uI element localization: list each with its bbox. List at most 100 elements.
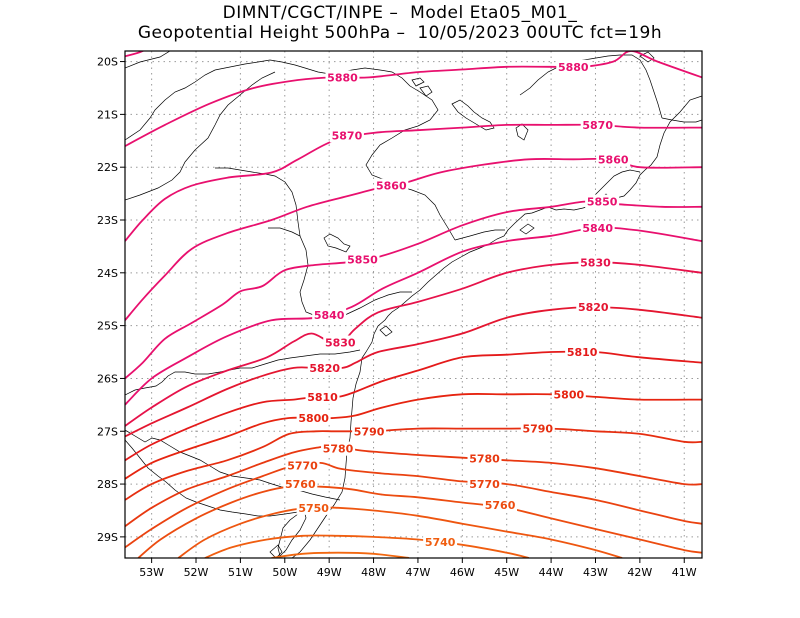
contour-label-bg [551,387,586,402]
contour-label-5790: 5790 [522,423,553,436]
contour-label-5810: 5810 [307,391,338,404]
contour-label-5870: 5870 [582,119,613,132]
contour-label-bg [329,128,364,143]
contour-label-5760: 5760 [485,499,516,512]
tick-label-lon: 43W [583,566,608,579]
tick-label-lat: 20S [97,56,118,69]
contour-label-5860: 5860 [598,153,629,166]
contour-label-bg [296,500,331,515]
contour-5880 [125,51,702,147]
contour-label-bg [565,345,600,360]
reservoir [419,85,433,97]
tick-label-lon: 42W [627,566,652,579]
contour-label-bg [305,389,340,404]
reservoir [323,233,351,253]
tick-label-lon: 46W [450,566,475,579]
contour-label-bg [580,117,615,132]
contour-label-5880: 5880 [327,71,358,84]
chart-subtitle: Geopotential Height 500hPa – 10/05/2023 … [137,23,663,43]
contour-label-bg [321,441,356,456]
lagoa-dos-patos [269,544,283,558]
coastline-and-borders [125,51,702,558]
state-border [125,51,171,69]
contour-5750 [177,506,623,558]
contour-5890 [125,51,145,58]
tick-label-lat: 26S [97,372,118,385]
contour-label-5790: 5790 [354,425,385,438]
tick-label-lat: 28S [97,478,118,491]
contour-label-bg [580,220,615,235]
contour-label-5820: 5820 [578,301,609,314]
contour-label-bg [345,252,380,267]
contour-5740 [204,534,530,558]
contour-label-5810: 5810 [567,346,598,359]
contour-label-5800: 5800 [298,412,329,425]
tick-label-lon: 52W [184,566,209,579]
contour-label-5850: 5850 [347,254,378,267]
contour-label-bg [578,255,613,270]
contour-label-bg [585,194,620,209]
contour-label-bg [325,70,360,85]
tick-label-lon: 45W [494,566,519,579]
contour-label-bg [352,424,387,439]
contour-label-bg [307,360,342,375]
tick-label-lon: 53W [139,566,164,579]
reservoir [639,51,655,63]
contour-label-5770: 5770 [469,478,500,491]
contour-label-bg [374,178,409,193]
contour-5730 [271,551,410,558]
contour-label-bg [285,458,320,473]
lagoa-dos-patos [277,509,307,557]
tick-label-lon: 44W [539,566,564,579]
tick-label-lon: 48W [361,566,386,579]
tick-label-lon: 50W [272,566,297,579]
tick-label-lat: 22S [97,161,118,174]
contour-label-5820: 5820 [309,362,340,375]
state-border [519,54,663,119]
contour-label-bg [520,421,555,436]
contour-label-bg [483,498,518,513]
coast-inlet [519,223,535,235]
contour-label-5850: 5850 [587,196,618,209]
contour-5810 [125,350,702,462]
state-border [125,71,276,201]
state-border [268,227,412,319]
contour-label-5780: 5780 [469,453,500,466]
tick-label-lat: 24S [97,267,118,280]
tick-label-lat: 23S [97,214,118,227]
contour-label-5740: 5740 [425,536,456,549]
contour-5820 [125,306,702,438]
contour-label-bg [576,300,611,315]
tick-label-lat: 25S [97,320,118,333]
reservoir [411,77,425,87]
contour-label-5840: 5840 [314,309,345,322]
contour-label-bg [596,152,631,167]
contour-label-bg [312,308,347,323]
tick-label-lat: 27S [97,425,118,438]
state-border [125,59,411,141]
state-border [365,85,456,241]
contour-5760 [137,485,702,558]
contour-label-bg [283,477,318,492]
contour-label-5800: 5800 [554,388,585,401]
contour-label-bg [323,335,358,350]
contour-label-5830: 5830 [325,337,356,350]
axis-ticks: 53W 52W 51W 50W 49W 48W 47W 46W 45W 44W 43W 42W 41W 2… [97,56,697,579]
tick-label-lon: 49W [317,566,342,579]
contour-label-5880: 5880 [558,61,589,74]
graticule [125,51,702,558]
plot-frame [124,50,703,559]
state-border [661,117,702,123]
contour-label-bg [296,411,331,426]
contour-label-bg [467,477,502,492]
contour-label-bg [423,535,458,550]
contour-5780 [125,443,702,528]
contour-5770 [125,461,702,549]
tick-label-lat: 29S [97,531,118,544]
tick-label-lon: 51W [228,566,253,579]
state-border [454,229,505,241]
contour-label-5750: 5750 [298,502,329,515]
chart-title: DIMNT/CGCT/INPE – Model Eta05_M01_ [222,3,578,23]
tick-label-lon: 41W [672,566,697,579]
